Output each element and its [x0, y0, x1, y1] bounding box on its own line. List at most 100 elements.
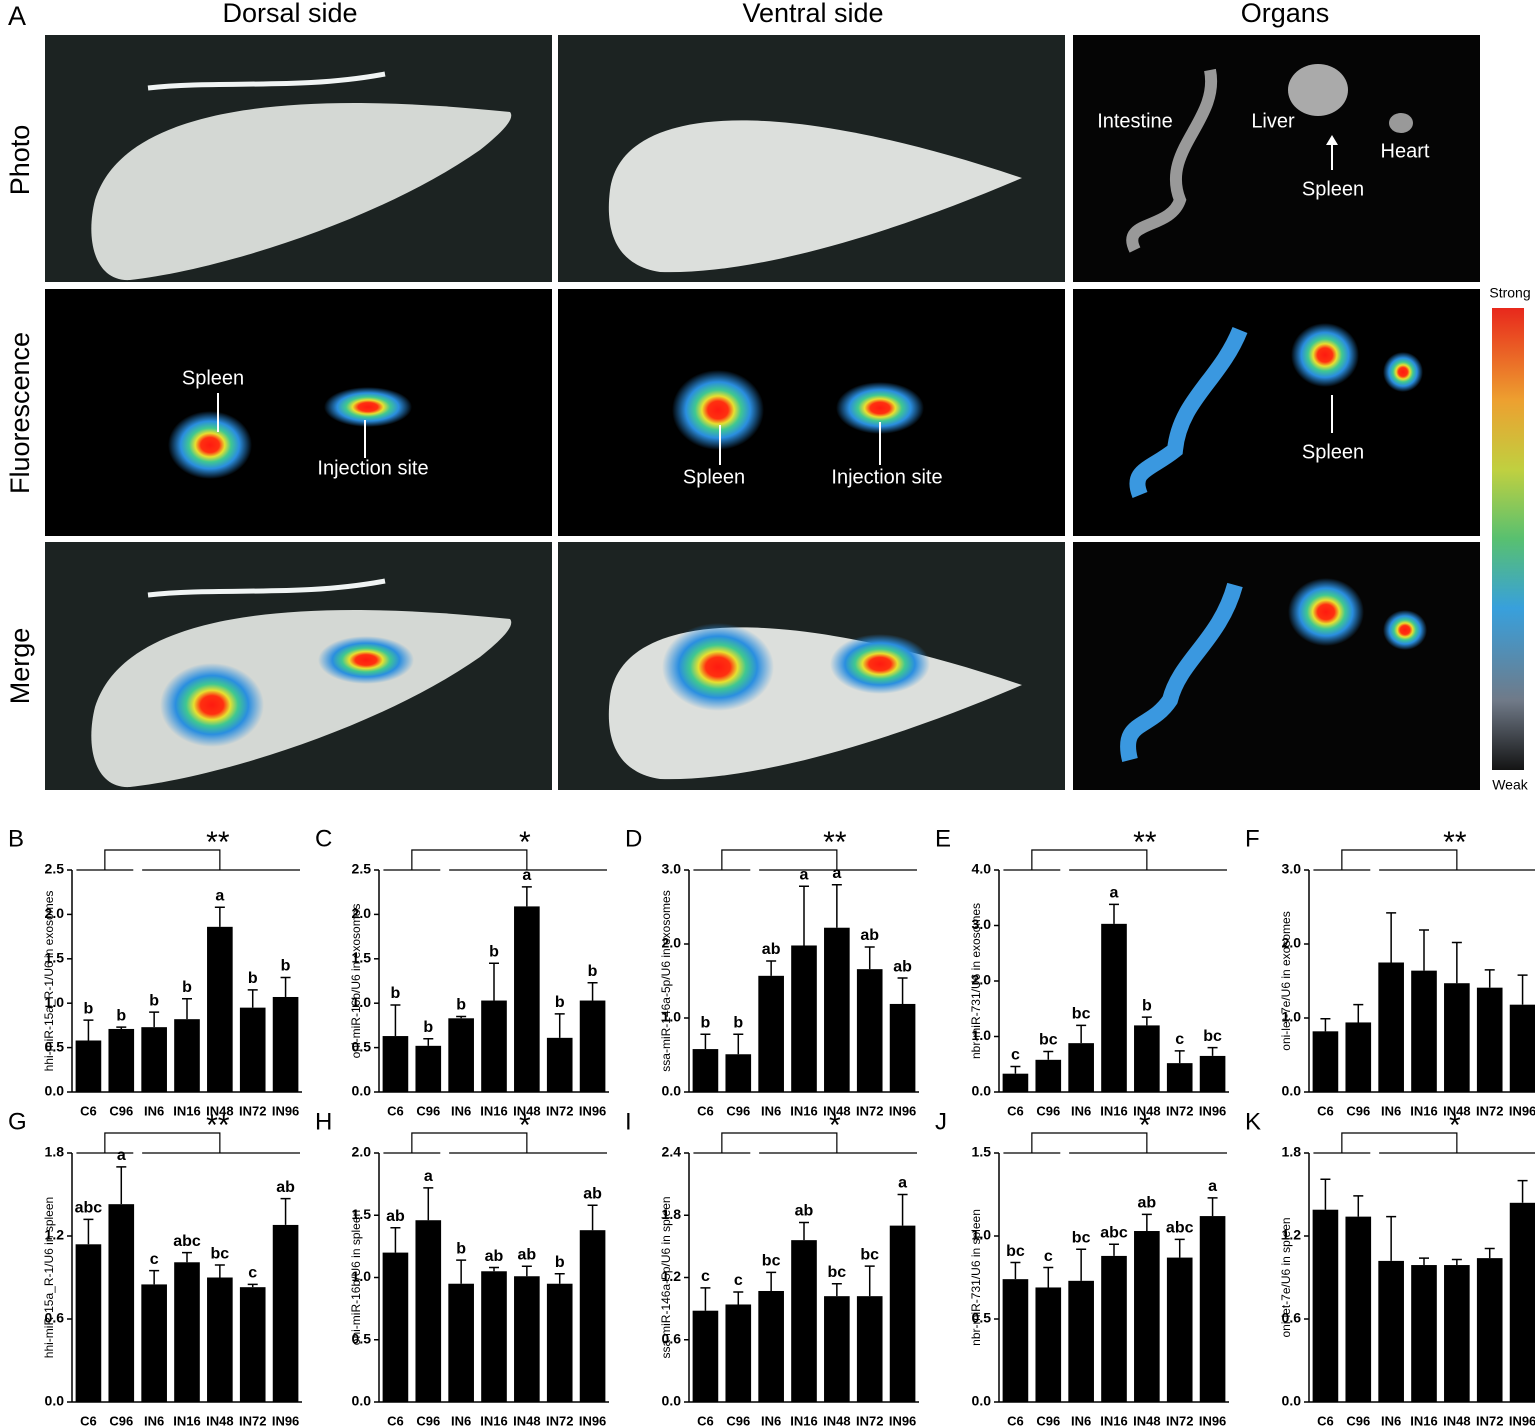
significance-letter: ab: [485, 1248, 504, 1265]
bar: [514, 1276, 540, 1402]
error-bar: [1207, 1046, 1218, 1056]
y-tick-label: 0.0: [45, 1083, 65, 1099]
error-bar: [1043, 1266, 1054, 1288]
x-tick-label: C96: [726, 1413, 750, 1428]
intestine: [1129, 326, 1248, 498]
significance-letter: a: [832, 865, 841, 882]
bar: [481, 1271, 507, 1402]
x-tick-label: IN96: [579, 1103, 606, 1118]
arrow-head: [1326, 135, 1338, 145]
bar: [1345, 1022, 1372, 1092]
significance-letter: a: [117, 1147, 126, 1164]
signal: [836, 382, 924, 434]
significance-letter: bc: [1203, 1028, 1222, 1045]
x-tick-label: C96: [416, 1103, 440, 1118]
bar: [239, 1007, 266, 1092]
bar: [1199, 1216, 1226, 1402]
error-bar: [554, 1273, 565, 1284]
column-heading: Dorsal side: [222, 0, 357, 28]
group-bracket: [1003, 849, 1227, 871]
significance-letter: b: [182, 979, 192, 996]
y-tick-label: 0.5: [45, 1038, 65, 1054]
annotation: Heart: [1381, 140, 1430, 162]
bar: [824, 1296, 850, 1402]
error-bar: [733, 1291, 744, 1305]
group-bracket: [383, 849, 607, 871]
signal: [1291, 323, 1359, 387]
y-tick-label: 1.8: [45, 1144, 65, 1160]
significance-letter: b: [701, 1014, 711, 1031]
y-tick-label: 0.0: [1282, 1393, 1302, 1409]
error-bar: [700, 1287, 711, 1311]
bar: [75, 1244, 102, 1402]
y-tick-label: 1.8: [662, 1206, 682, 1222]
significance-letter: bc: [1072, 1229, 1091, 1246]
fluorescence-dorsal: [45, 289, 552, 536]
error-bar: [1141, 1213, 1152, 1232]
y-tick-label: 0.0: [352, 1083, 372, 1099]
y-tick-label: 1.0: [1282, 1009, 1302, 1025]
signal: [1383, 352, 1423, 392]
error-bar: [1010, 1261, 1021, 1280]
significance-letter: b: [555, 994, 565, 1011]
y-axis-label: ssa-miR-146a-5p/U6 in spleen: [659, 1196, 673, 1358]
y-tick-label: 0.6: [662, 1330, 682, 1346]
x-tick-label: C96: [109, 1413, 133, 1428]
bar: [1378, 1260, 1404, 1402]
y-tick-label: 0.0: [972, 1393, 992, 1409]
error-bar: [1174, 1238, 1185, 1258]
bar: [1068, 1043, 1094, 1092]
bar: [382, 1252, 409, 1402]
bar: [791, 1240, 817, 1402]
panel-label: D: [625, 825, 642, 852]
error-bar: [1517, 974, 1528, 1005]
error-bar: [1207, 1197, 1218, 1217]
x-tick-label: IN72: [1166, 1413, 1193, 1428]
y-tick-label: 0.0: [972, 1083, 992, 1099]
bar: [579, 1230, 606, 1402]
annotation: Spleen: [1302, 178, 1364, 200]
y-tick-label: 3.0: [972, 916, 992, 932]
error-bar: [799, 1221, 809, 1241]
group-bracket: [693, 849, 917, 871]
y-tick-label: 1.0: [662, 1009, 682, 1025]
significance-letter: bc: [828, 1264, 847, 1281]
significance-stars: **: [1133, 826, 1157, 859]
x-tick-label: IN72: [1476, 1103, 1503, 1118]
y-tick-label: 2.0: [662, 935, 682, 951]
bar: [1476, 1258, 1503, 1402]
y-tick-label: 1.0: [352, 994, 372, 1010]
significance-letter: abc: [1100, 1225, 1128, 1242]
x-tick-label: IN6: [1381, 1413, 1401, 1428]
signal: [662, 623, 774, 711]
bar: [889, 1225, 916, 1402]
y-tick-label: 1.0: [352, 1268, 372, 1284]
bar: [1378, 962, 1404, 1092]
error-bar: [116, 1166, 127, 1205]
error-bar: [766, 1271, 777, 1291]
x-tick-label: C6: [1317, 1413, 1334, 1428]
bar: [1312, 1209, 1339, 1402]
bar: [141, 1284, 167, 1402]
y-tick-label: 1.5: [45, 950, 65, 966]
bar: [75, 1040, 102, 1092]
error-bar: [182, 998, 192, 1020]
bar: [141, 1027, 167, 1092]
group-bracket: [1003, 1132, 1227, 1154]
bar: [174, 1262, 200, 1402]
error-bar: [587, 1204, 598, 1231]
y-axis-label: oni-let-7e/U6 in exosomes: [1279, 911, 1293, 1050]
significance-stars: **: [206, 826, 230, 859]
bar: [448, 1018, 474, 1092]
significance-letter: bc: [762, 1253, 781, 1270]
annotation: Intestine: [1097, 110, 1173, 132]
x-tick-label: IN48: [1133, 1413, 1160, 1428]
x-tick-label: IN48: [1133, 1103, 1160, 1118]
y-tick-label: 1.2: [1282, 1227, 1302, 1243]
fluorescence-organs: [1073, 289, 1480, 536]
y-tick-label: 1.8: [1282, 1144, 1302, 1160]
y-tick-label: 2.5: [352, 861, 372, 877]
x-tick-label: IN72: [856, 1413, 883, 1428]
panel-label: J: [935, 1108, 947, 1135]
